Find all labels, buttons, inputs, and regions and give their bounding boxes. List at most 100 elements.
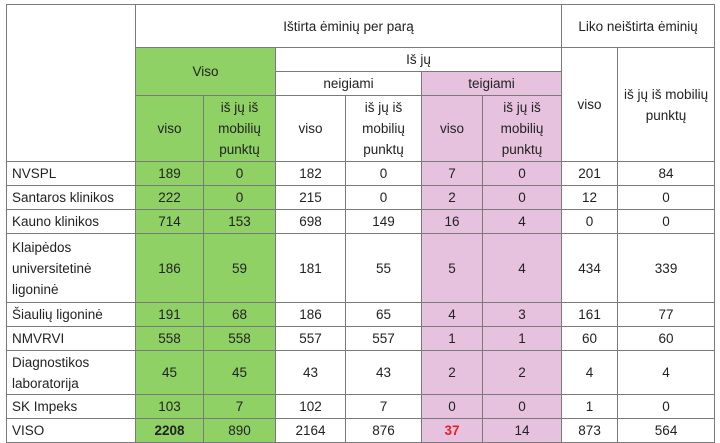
total-viso-cell: 189 [135,161,204,186]
positive-viso-cell: 1 [421,326,483,351]
negative-viso-cell: 186 [275,302,346,327]
negative-mobile-cell: 65 [345,302,422,327]
covid-tests-table: Ištirta ėminių per parą Liko neištirta ė… [6,4,716,443]
row-label: NVSPL [6,161,136,186]
remaining-viso-cell: 161 [561,302,619,327]
remaining-viso-cell: 873 [561,418,619,443]
header-total: Viso [135,47,276,96]
negative-viso-cell: 181 [275,233,346,303]
negative-mobile-cell: 876 [345,418,422,443]
positive-mobile-cell: 3 [481,302,563,327]
table-row: Šiaulių ligoninė 191 68 186 65 4 3 161 77 [6,302,716,327]
row-label: Santaros klinikos [6,185,136,210]
negative-mobile-cell: 7 [345,394,422,419]
negative-viso-cell: 215 [275,185,346,210]
negative-viso-cell: 43 [275,350,346,395]
header-negative-mobile: iš jų iš mobilių punktų [345,95,422,162]
negative-mobile-cell: 55 [345,233,422,303]
remaining-mobile-cell: 339 [617,233,716,303]
remaining-viso-cell: 12 [561,185,619,210]
positive-viso-cell: 0 [421,394,483,419]
negative-mobile-cell: 43 [345,350,422,395]
negative-mobile-cell: 557 [345,326,422,351]
total-mobile-cell: 0 [203,185,276,210]
negative-viso-cell: 557 [275,326,346,351]
positive-viso-cell: 5 [421,233,483,303]
total-viso-cell: 103 [135,394,204,419]
positive-viso-cell: 7 [421,161,483,186]
total-viso-cell: 191 [135,302,204,327]
header-of-which: Iš jų [274,47,563,72]
positive-viso-cell: 2 [421,185,483,210]
header-remaining-viso: viso [561,47,619,162]
positive-mobile-cell: 0 [481,185,563,210]
header-positive-mobile: iš jų iš mobilių punktų [481,95,563,162]
header-positive: teigiami [420,71,563,96]
table-row: Klaipėdos universitetinė ligoninė 186 59 18… [6,233,716,303]
total-mobile-cell: 7 [203,394,276,419]
corner-cell [6,4,136,162]
remaining-viso-cell: 201 [561,161,619,186]
header-remaining-mobile: iš jų iš mobilių punktų [617,47,716,162]
positive-viso-cell: 2 [421,350,483,395]
positive-mobile-cell: 4 [481,233,563,303]
total-viso-cell: 45 [135,350,204,395]
positive-viso-cell: 4 [421,302,483,327]
remaining-mobile-cell: 0 [617,209,716,234]
positive-mobile-cell: 14 [481,418,563,443]
header-total-viso: viso [135,95,204,162]
row-label: Diagnostikos laboratorija [6,350,136,395]
positive-mobile-cell: 1 [481,326,563,351]
negative-mobile-cell: 0 [345,161,422,186]
table-row: NVSPL 189 0 182 0 7 0 201 84 [6,161,716,186]
total-mobile-cell: 59 [203,233,276,303]
remaining-mobile-cell: 77 [617,302,716,327]
positive-mobile-cell: 0 [481,161,563,186]
total-viso-cell: 186 [135,233,204,303]
total-viso-cell: 714 [135,209,204,234]
header-negative: neigiami [275,71,422,96]
remaining-mobile-cell: 4 [617,350,716,395]
remaining-mobile-cell: 0 [617,185,716,210]
remaining-viso-cell: 4 [561,350,619,395]
negative-viso-cell: 698 [275,209,346,234]
positive-viso-cell: 37 [421,418,483,443]
negative-viso-cell: 102 [275,394,346,419]
table-row: Diagnostikos laboratorija 45 45 43 43 2 2 4 4 [6,350,716,395]
total-viso-cell: 2208 [135,418,204,443]
total-mobile-cell: 558 [203,326,276,351]
total-viso-cell: 222 [135,185,204,210]
row-label: NMVRVI [6,326,136,351]
header-positive-viso: viso [421,95,483,162]
positive-mobile-cell: 0 [481,394,563,419]
header-remaining: Liko neištirta ėminių [561,4,716,48]
header-total-mobile: iš jų iš mobilių punktų [203,95,276,162]
table-row: Santaros klinikos 222 0 215 0 2 0 12 0 [6,185,716,210]
remaining-mobile-cell: 84 [617,161,716,186]
positive-mobile-cell: 2 [481,350,563,395]
total-mobile-cell: 153 [203,209,276,234]
positive-mobile-cell: 4 [481,209,563,234]
row-label: SK Impeks [6,394,136,419]
positive-viso-cell: 16 [421,209,483,234]
header-tested: Ištirta ėminių per parą [134,4,563,48]
remaining-mobile-cell: 60 [617,326,716,351]
negative-viso-cell: 2164 [275,418,346,443]
remaining-viso-cell: 1 [561,394,619,419]
table-row: VISO 2208 890 2164 876 37 14 873 564 [6,418,716,443]
remaining-mobile-cell: 564 [617,418,716,443]
negative-mobile-cell: 0 [345,185,422,210]
remaining-viso-cell: 434 [561,233,619,303]
row-label: Šiaulių ligoninė [6,302,136,327]
total-viso-cell: 558 [135,326,204,351]
total-mobile-cell: 890 [203,418,276,443]
row-label: Kauno klinikos [6,209,136,234]
table-row: SK Impeks 103 7 102 7 0 0 1 0 [6,394,716,419]
table-row: NMVRVI 558 558 557 557 1 1 60 60 [6,326,716,351]
total-mobile-cell: 68 [203,302,276,327]
header-negative-viso: viso [275,95,346,162]
total-mobile-cell: 45 [203,350,276,395]
remaining-viso-cell: 0 [561,209,619,234]
remaining-mobile-cell: 0 [617,394,716,419]
table-row: Kauno klinikos 714 153 698 149 16 4 0 0 [6,209,716,234]
